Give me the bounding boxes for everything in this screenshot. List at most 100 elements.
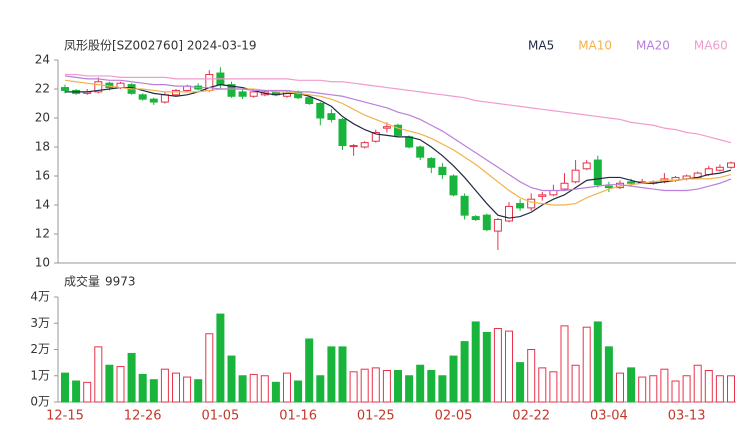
- volume-bar: [360, 368, 369, 403]
- candle-body: [549, 190, 558, 196]
- candle-body: [360, 142, 369, 148]
- volume-bar: [571, 364, 580, 403]
- legend-entry: MA20: [636, 39, 670, 53]
- volume-bar: [183, 376, 192, 403]
- y-tick-label: 14: [35, 198, 50, 212]
- candle-body: [371, 132, 380, 142]
- volume-bar: [449, 355, 458, 403]
- candle-body: [460, 195, 469, 216]
- volume-bar: [682, 375, 691, 403]
- candle-body: [715, 166, 724, 171]
- legend-entry: MA5: [528, 39, 554, 53]
- volume-bar: [294, 380, 303, 403]
- volume-bar: [649, 375, 658, 403]
- volume-bar: [427, 370, 436, 403]
- volume-bar: [660, 368, 669, 403]
- legend-entry: MA60: [694, 39, 728, 53]
- volume-bar: [538, 367, 547, 403]
- volume-bar: [549, 371, 558, 403]
- volume-bar: [638, 376, 647, 403]
- candle-body: [382, 126, 391, 129]
- volume-last: 9973: [105, 275, 136, 289]
- candle-body: [604, 185, 613, 189]
- ma-line: [65, 84, 732, 219]
- candle-body: [416, 146, 425, 158]
- volume-bar: [704, 370, 713, 403]
- volume-bar: [371, 367, 380, 403]
- y-tick-label: 16: [35, 169, 50, 183]
- volume-bar: [505, 330, 513, 403]
- candle-body: [94, 81, 103, 93]
- volume-bar: [405, 375, 414, 403]
- candle-body: [160, 94, 169, 103]
- candle-body: [338, 118, 347, 147]
- volume-tick-label: 2万: [30, 342, 50, 356]
- volume-bar: [94, 346, 103, 403]
- volume-bar: [693, 364, 702, 403]
- candle-body: [593, 159, 602, 186]
- candle-body: [449, 175, 458, 196]
- volume-bar: [238, 375, 247, 403]
- y-tick-label: 22: [35, 82, 50, 96]
- candle-body: [438, 166, 447, 176]
- candle-body: [238, 91, 247, 97]
- volume-tick-label: 4万: [30, 290, 50, 304]
- volume-bar: [138, 373, 147, 403]
- volume-bar: [72, 380, 81, 403]
- volume-tick-label: 3万: [30, 316, 50, 330]
- volume-bar: [593, 321, 602, 403]
- volume-bar: [127, 352, 136, 403]
- candle-body: [560, 182, 569, 190]
- volume-bar: [582, 326, 591, 403]
- y-tick-label: 18: [35, 140, 50, 154]
- candle-body: [582, 162, 591, 170]
- volume-bar: [260, 375, 269, 403]
- candle-body: [727, 162, 735, 168]
- volume-bar: [715, 375, 724, 403]
- candle-body: [249, 91, 258, 97]
- volume-bar: [116, 366, 125, 403]
- volume-bar: [271, 381, 280, 403]
- candle-body: [349, 145, 358, 148]
- candle-body: [627, 181, 636, 184]
- candle-body: [471, 216, 480, 221]
- x-tick-label: 03-04: [590, 409, 628, 424]
- volume-bar: [327, 346, 336, 403]
- candle-body: [493, 219, 502, 232]
- volume-bar: [382, 370, 391, 403]
- x-tick-label: 12-15: [46, 409, 84, 424]
- x-tick-label: 02-22: [512, 409, 550, 424]
- candle-body: [172, 89, 180, 96]
- candle-body: [527, 198, 536, 209]
- volume-tick-label: 0万: [30, 395, 50, 409]
- candle-body: [227, 84, 236, 97]
- volume-bar: [460, 341, 469, 403]
- volume-bar: [516, 362, 525, 403]
- volume-bar: [305, 338, 314, 403]
- candle-body: [305, 97, 314, 104]
- x-tick-label: 01-25: [357, 409, 395, 424]
- volume-bar: [194, 379, 203, 403]
- x-tick-label: 01-16: [279, 409, 317, 424]
- y-tick-label: 10: [35, 256, 50, 270]
- volume-tick-label: 1万: [30, 368, 50, 382]
- x-tick-label: 01-05: [202, 409, 240, 424]
- volume-bar: [604, 346, 613, 403]
- x-tick-label: 12-26: [124, 409, 162, 424]
- y-tick-label: 24: [35, 53, 50, 67]
- candle-body: [538, 194, 547, 197]
- ma-line: [64, 75, 732, 192]
- candle-body: [505, 205, 513, 222]
- ma-line: [64, 79, 732, 206]
- candle-body: [394, 124, 402, 136]
- x-tick-label: 03-13: [668, 409, 706, 424]
- candle-body: [405, 136, 414, 148]
- volume-bar: [560, 325, 569, 403]
- volume-bar: [438, 375, 447, 403]
- candle-body: [482, 214, 491, 231]
- candle-body: [61, 87, 69, 91]
- volume-bar: [471, 321, 480, 403]
- volume-bar: [394, 370, 402, 403]
- volume-bar: [627, 367, 636, 403]
